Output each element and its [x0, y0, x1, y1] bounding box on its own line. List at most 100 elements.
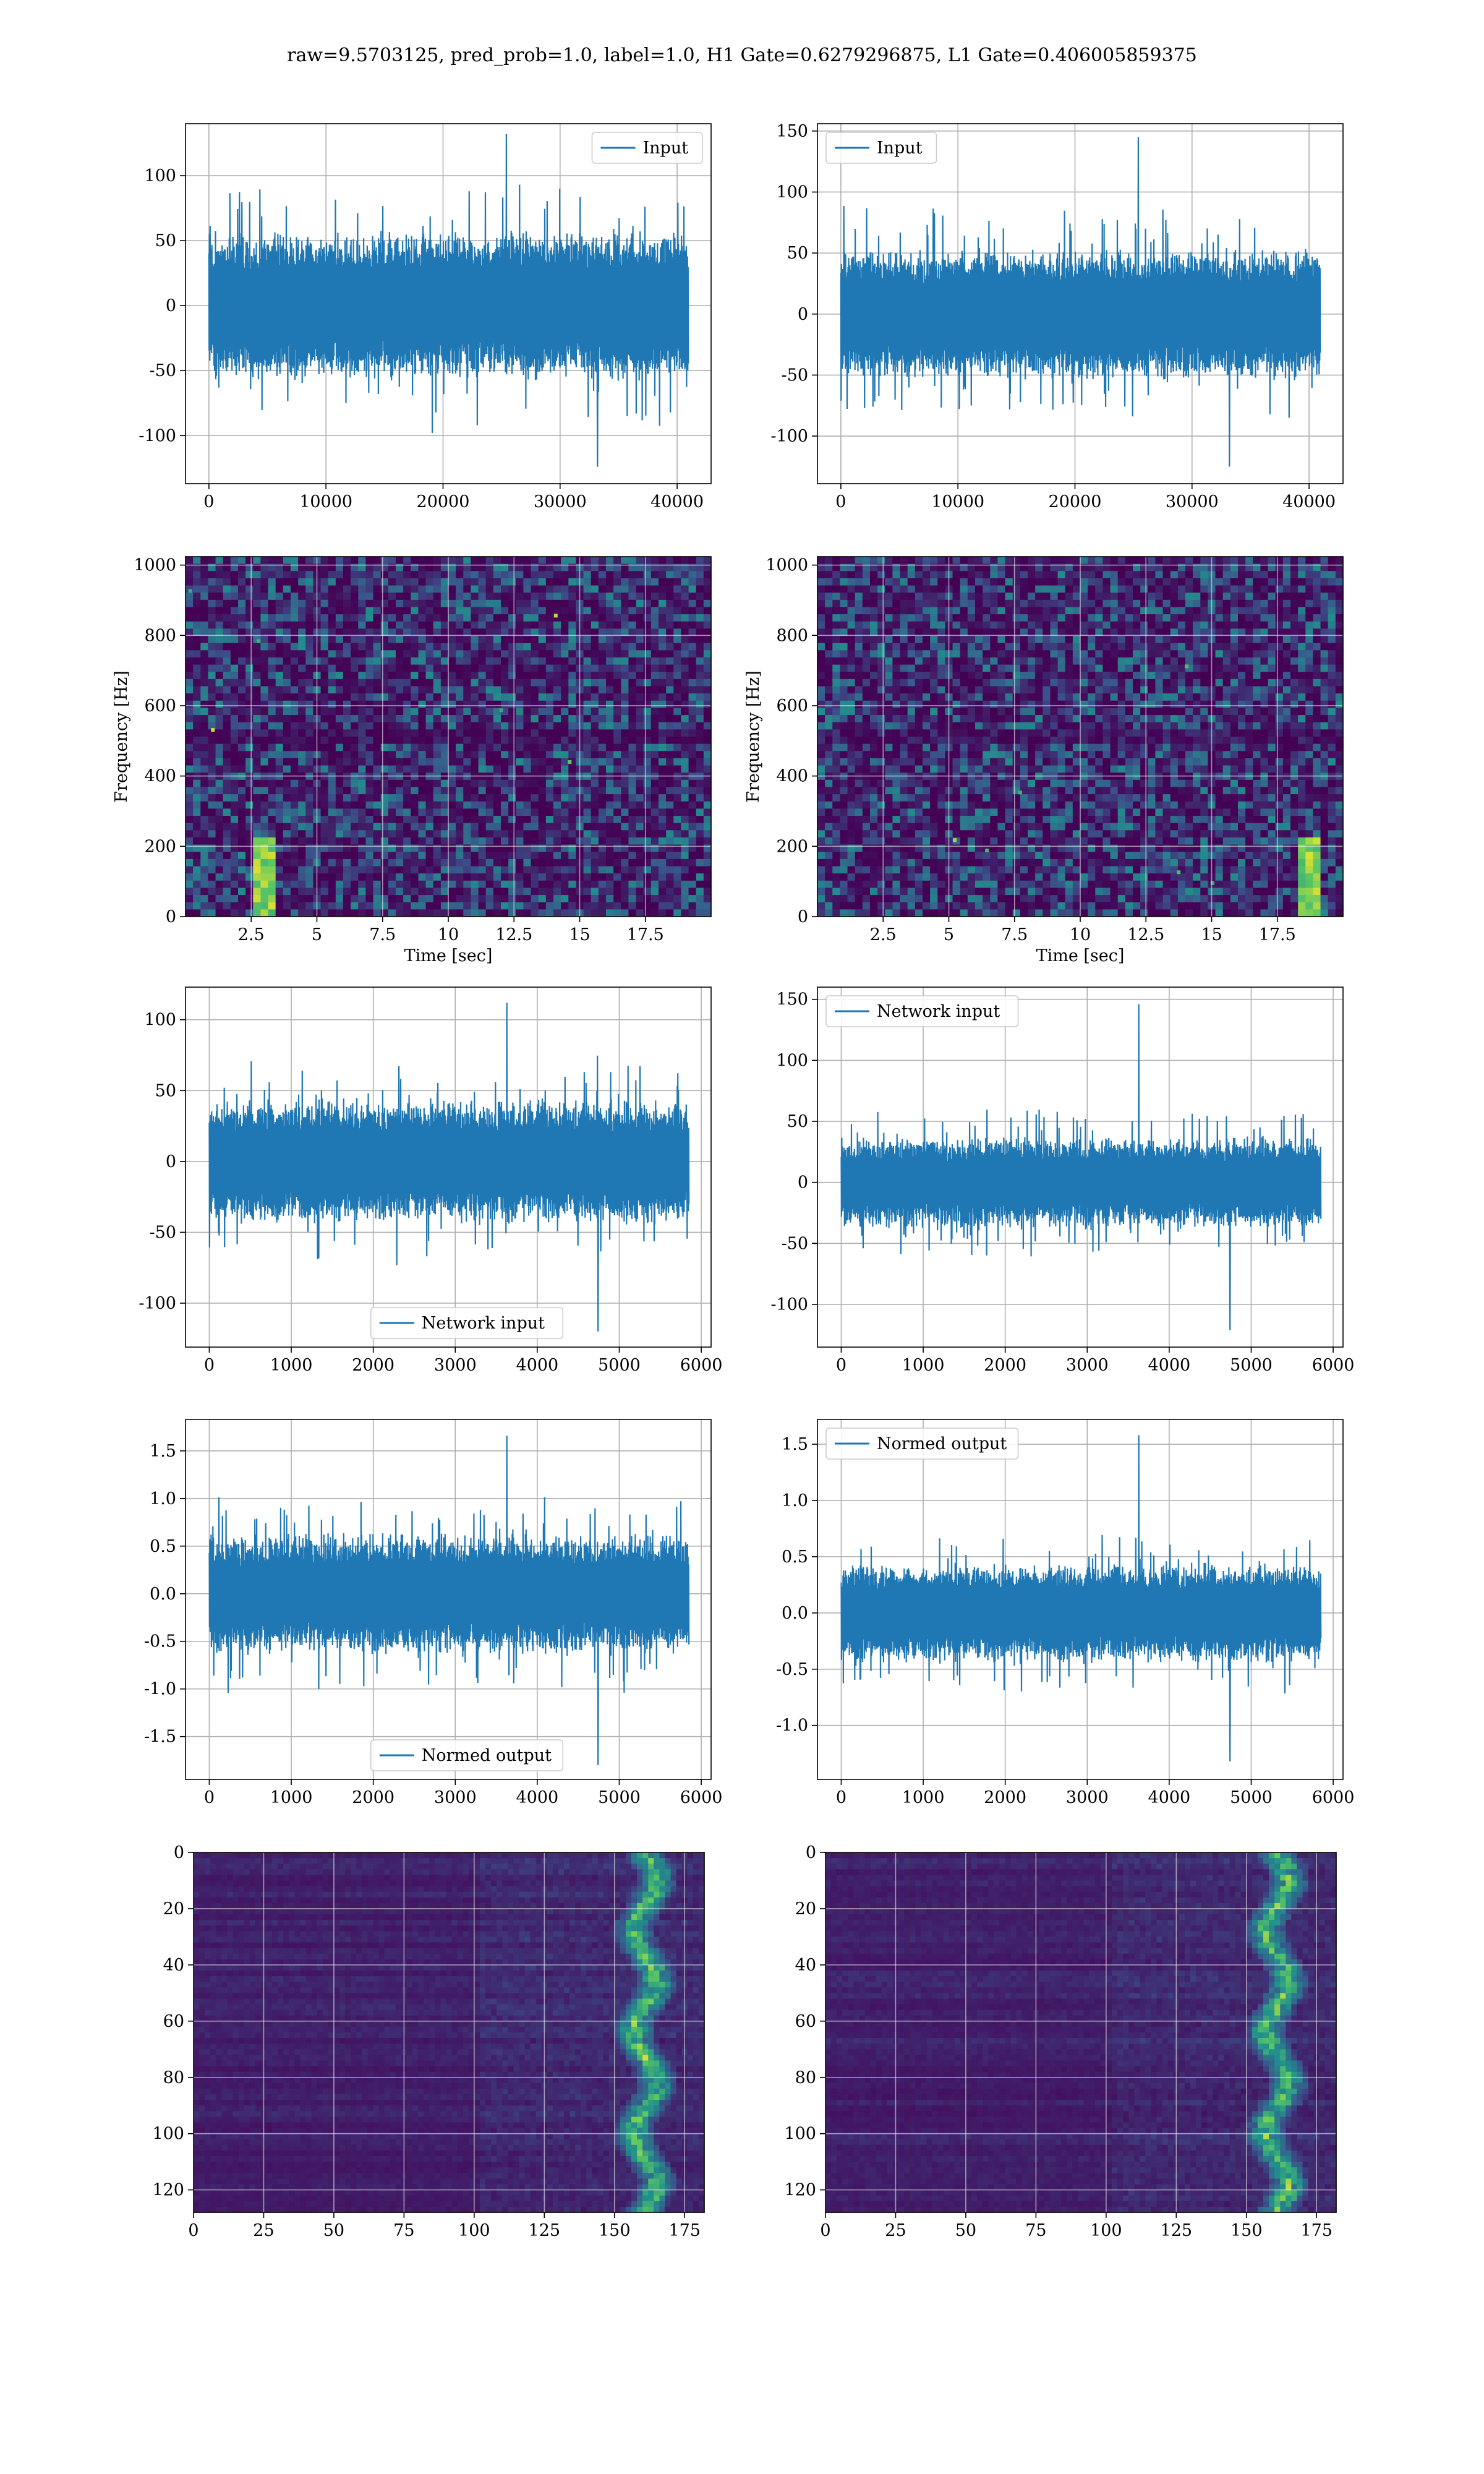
- p2-cell: [651, 708, 659, 715]
- p3-cell: [840, 808, 848, 816]
- p3-cell: [960, 830, 968, 837]
- p2-cell: [358, 902, 366, 910]
- p2-cell: [193, 586, 201, 593]
- p2-cell: [231, 672, 239, 679]
- p2-cell: [516, 744, 524, 751]
- p2-cell: [365, 586, 373, 593]
- p2-cell: [328, 650, 336, 657]
- p2-cell: [501, 614, 509, 622]
- panels: 0 10000 20000 30000 40000-100-50050100Input0…: [112, 122, 1354, 2240]
- p2-cell: [283, 867, 291, 874]
- p2-cell: [448, 837, 456, 845]
- p2-cell: [546, 672, 554, 679]
- p2-cell: [584, 744, 592, 751]
- p3-cell: [870, 873, 878, 881]
- p2-cell: [673, 657, 681, 665]
- p2-cell: [628, 586, 636, 593]
- p2-cell: [208, 802, 216, 809]
- p3-cell: [855, 823, 863, 831]
- p2-cell: [328, 600, 336, 607]
- p2-cell: [216, 902, 224, 910]
- p2-cell: [613, 708, 621, 715]
- p2-cell: [636, 909, 644, 917]
- p2-cell: [531, 708, 539, 715]
- p3-cell: [960, 729, 968, 737]
- p2-cell: [388, 751, 396, 758]
- p2-cell: [568, 909, 576, 917]
- p3-cell: [1013, 729, 1021, 737]
- p2-cell: [208, 650, 216, 657]
- p1-legend-label: Input: [877, 139, 923, 158]
- p2-cell: [666, 888, 674, 895]
- p2-cell: [673, 600, 681, 607]
- p2-cell: [479, 888, 487, 895]
- p3-cell: [968, 751, 976, 758]
- p3-cell: [990, 650, 998, 657]
- p2-cell: [231, 693, 239, 701]
- p2-cell: [328, 802, 336, 809]
- p3-cell: [855, 737, 863, 744]
- p2-cell: [479, 895, 487, 902]
- p3-cell: [983, 823, 991, 831]
- p2-cell: [245, 665, 254, 672]
- p2-cell: [260, 657, 268, 665]
- p2-cell: [479, 557, 487, 564]
- p2-cell: [584, 600, 592, 607]
- p2-cell: [418, 794, 426, 802]
- p2-cell: [381, 643, 389, 651]
- p2-cell: [636, 679, 644, 687]
- p2-cell: [305, 657, 313, 665]
- p2-cell: [305, 895, 313, 902]
- p3-cell: [1005, 881, 1013, 888]
- p3-cell: [885, 607, 893, 614]
- p2-cell: [238, 837, 246, 845]
- p2-cell: [276, 557, 284, 564]
- p2-cell: [479, 816, 487, 823]
- p2-cell: [343, 650, 351, 657]
- p2-cell: [613, 794, 621, 802]
- p3-cell: [832, 758, 840, 766]
- p2-cell: [456, 708, 464, 715]
- p3-cell: [848, 593, 856, 600]
- p2-cell: [448, 607, 456, 614]
- p2-cell: [666, 902, 674, 910]
- p2-cell: [501, 665, 509, 672]
- p2-cell: [291, 895, 299, 902]
- p2-cell: [351, 737, 359, 744]
- p2-cell: [696, 823, 704, 831]
- p2-cell: [539, 859, 547, 867]
- p3-cell: [848, 693, 856, 701]
- p2-cell: [231, 881, 239, 888]
- p2-cell: [298, 758, 306, 766]
- p2-cell: [245, 715, 254, 722]
- p2-cell: [606, 881, 614, 888]
- p2-cell: [223, 780, 231, 787]
- p3-cell: [848, 744, 856, 751]
- p2-cell: [546, 722, 554, 730]
- p3-cell: [1005, 614, 1013, 622]
- p2-cell: [305, 780, 313, 787]
- p2-cell: [659, 693, 667, 701]
- p3-cell: [817, 802, 825, 809]
- p3-cell: [1013, 636, 1021, 643]
- p2-cell: [666, 830, 674, 837]
- p2-cell: [689, 816, 697, 823]
- p2-cell: [628, 787, 636, 794]
- p2-cell: [606, 859, 614, 867]
- p2-cell: [696, 571, 704, 578]
- p3-cell: [990, 687, 998, 694]
- p2-cell: [673, 867, 681, 874]
- p2-cell: [486, 859, 494, 867]
- p2-cell: [523, 837, 531, 845]
- p3-cell: [960, 557, 968, 564]
- p2-cell: [568, 557, 576, 564]
- p3-cell: [1013, 895, 1021, 902]
- p2-cell: [396, 751, 404, 758]
- p2-cell: [591, 808, 599, 816]
- p2-cell: [238, 578, 246, 586]
- p2-cell: [523, 751, 531, 758]
- p2-cell: [704, 737, 712, 744]
- p3-cell: [855, 859, 863, 867]
- p2-cell: [321, 823, 329, 831]
- p2-cell: [561, 873, 569, 881]
